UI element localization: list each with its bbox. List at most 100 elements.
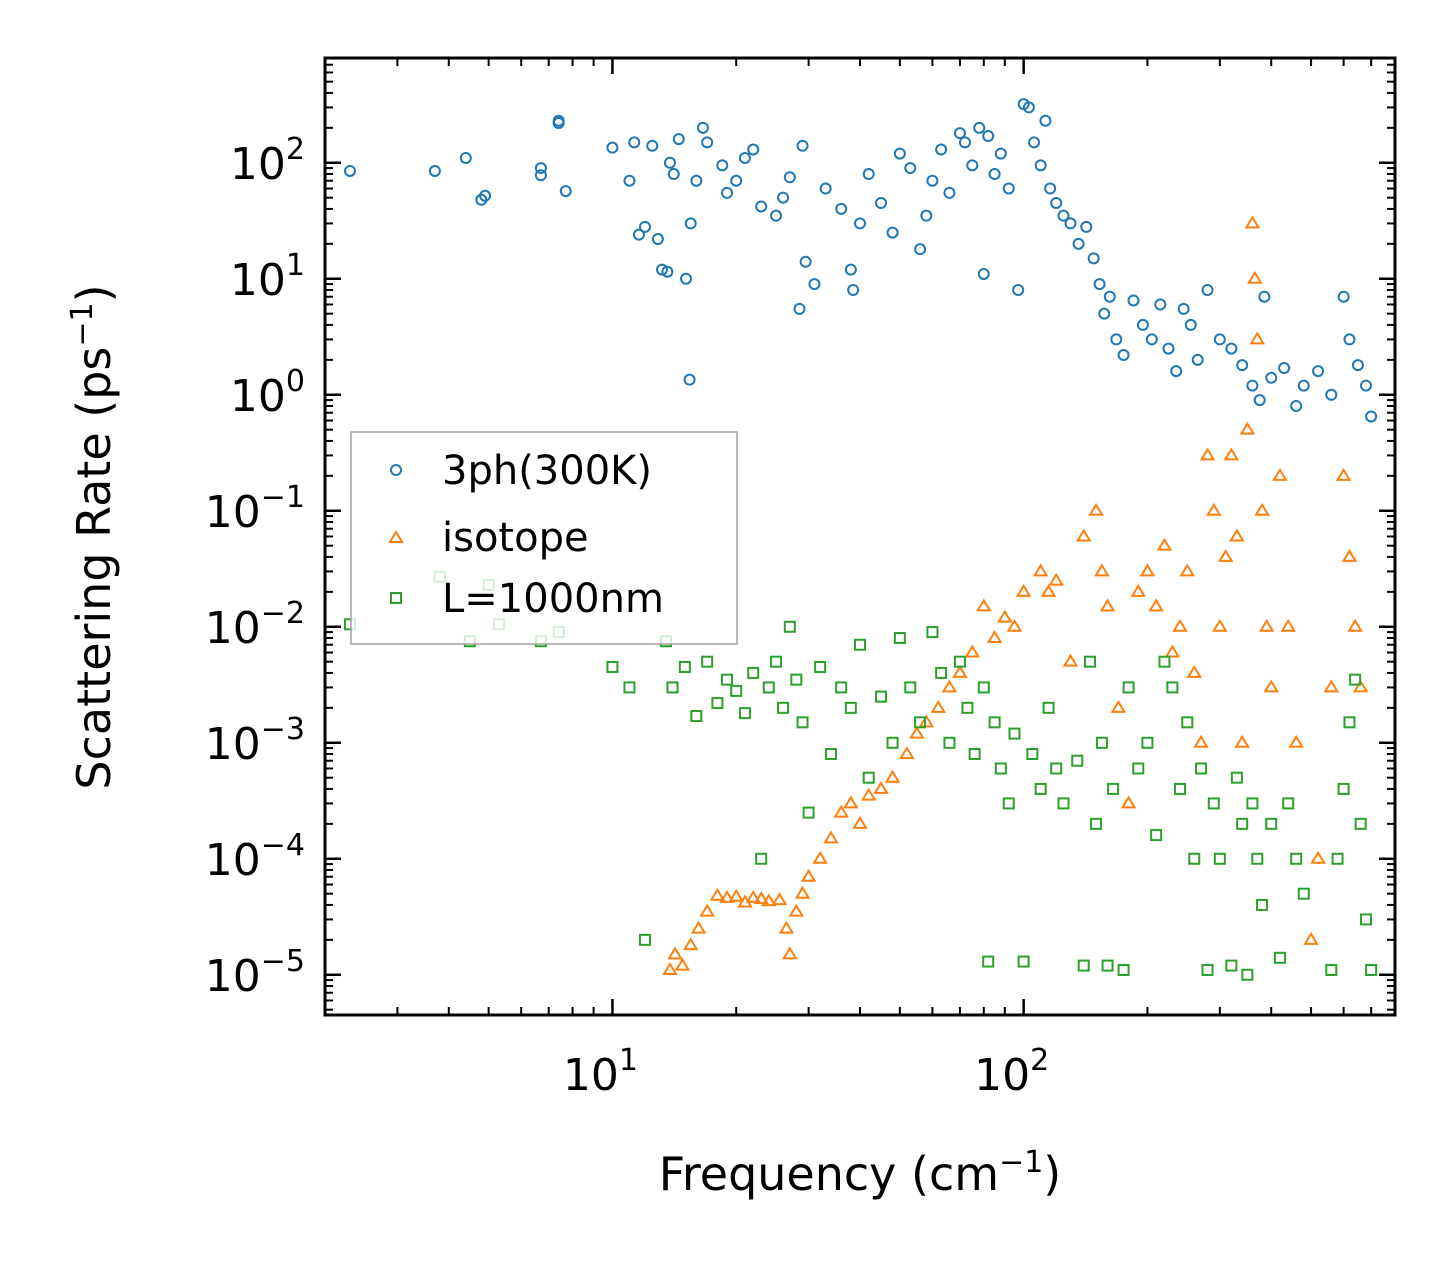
point-isotope [1088,502,1104,516]
point-isotope [1156,537,1173,551]
x-tick-label: 102 [974,1043,1049,1101]
point-3ph [914,243,927,256]
point-3ph [632,228,645,241]
point-3ph [1072,237,1085,250]
point-3ph [1050,196,1063,209]
point-isotope [976,598,992,612]
point-3ph [716,159,729,172]
point-isotope [662,962,678,975]
point-boundary [747,666,760,679]
point-boundary [835,681,848,694]
point-isotope [1263,679,1279,693]
point-3ph [1191,353,1204,366]
point-boundary [1213,852,1226,865]
point-boundary [1337,782,1350,795]
point-boundary [953,655,966,668]
point-3ph [667,168,680,181]
point-boundary [1083,655,1096,668]
point-3ph [696,121,709,134]
point-3ph [1343,333,1356,346]
point-boundary [701,655,714,668]
point-boundary [730,684,743,697]
point-boundary [862,771,875,784]
point-boundary [777,701,790,714]
point-3ph [796,139,809,152]
y-tick-label: 10−4 [205,828,305,886]
point-boundary [1107,782,1120,795]
point-isotope [1206,502,1222,516]
point-3ph [459,151,472,164]
legend-label-3ph: 3ph(300K) [442,448,652,494]
point-3ph [1080,220,1093,233]
point-boundary [914,716,927,729]
point-boundary [666,681,679,694]
point-3ph [799,255,812,268]
point-isotope [1244,215,1261,229]
point-3ph [1117,349,1130,362]
point-3ph [793,302,806,315]
point-isotope [1148,598,1164,612]
point-isotope [952,664,968,678]
point-boundary [935,666,948,679]
point-isotope [1272,467,1288,481]
point-3ph [755,200,768,213]
point-isotope [964,644,981,658]
point-3ph [672,133,685,146]
point-3ph [656,263,669,276]
point-boundary [824,748,837,761]
point-boundary [1331,852,1344,865]
point-boundary [762,681,775,694]
point-isotope [788,903,805,917]
point-boundary [893,632,906,645]
point-3ph [684,217,697,230]
point-isotope [833,804,849,818]
point-isotope [674,957,691,971]
point-3ph [1044,182,1057,195]
point-isotope [909,725,925,739]
point-isotope [1341,548,1358,562]
point-boundary [1050,762,1063,775]
point-isotope [719,889,735,903]
point-3ph [973,121,986,134]
point-isotope [771,892,788,906]
point-3ph [738,151,751,164]
point-boundary [1359,913,1372,926]
point-3ph [1351,359,1364,372]
point-isotope [1335,467,1352,481]
y-axis-title-group: Scattering Rate (ps−1) [65,284,121,789]
point-isotope [1217,548,1234,562]
point-isotope [843,795,859,809]
point-isotope [699,903,715,917]
point-boundary [1343,716,1356,729]
point-isotope [1094,563,1110,577]
point-3ph [1253,394,1266,407]
point-isotope [1223,447,1240,461]
point-3ph [783,171,796,184]
point-boundary [690,710,703,723]
point-3ph [1365,410,1378,423]
legend: 3ph(300K) isotope L=1000nm [350,431,738,645]
point-boundary [854,638,866,651]
legend-box [350,431,738,645]
plot-frame [323,56,1397,1017]
point-3ph [1012,284,1025,297]
y-axis-title: Scattering Rate (ps−1) [65,284,121,789]
y-tick-label: 10−3 [205,712,305,770]
point-boundary [1150,829,1163,842]
point-boundary [1188,852,1201,865]
y-tick-label: 101 [230,248,305,306]
point-isotope [794,885,811,899]
point-isotope [1099,598,1116,612]
y-major-ticks: 10−5 10−4 10−3 10−2 10−1 100 101 102 [205,132,1395,1002]
point-3ph [862,168,875,181]
point-3ph [920,209,933,222]
point-3ph [730,174,743,187]
point-boundary [1251,852,1264,865]
point-isotope [997,609,1013,623]
legend-marker-3ph [390,464,402,476]
point-3ph [701,136,714,149]
point-isotope [1120,795,1137,809]
point-isotope [1280,618,1297,632]
point-3ph [1034,159,1047,172]
